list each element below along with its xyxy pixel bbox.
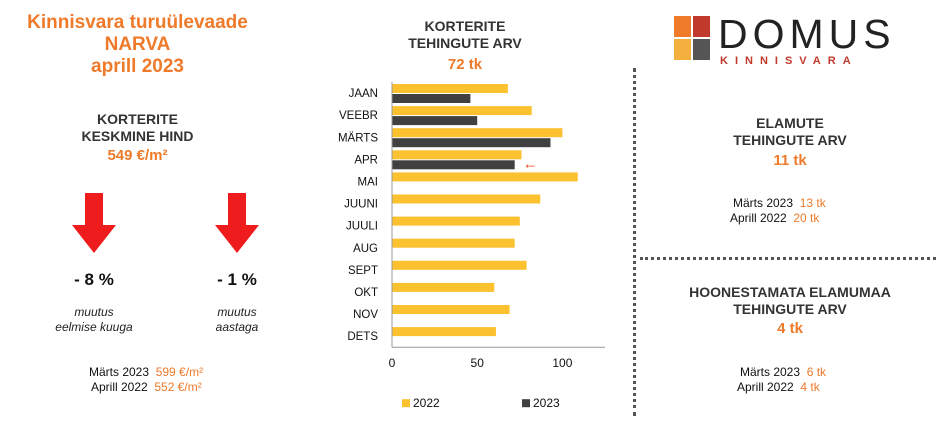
- price-cmp1-label: Märts 2023: [89, 365, 150, 379]
- bar-2023-veebr: [392, 116, 478, 126]
- land-cmp-row: Märts 2023 6 tk: [737, 365, 897, 380]
- category-label: MAI: [358, 176, 378, 188]
- land-cmp2-label: Aprill 2022: [737, 380, 794, 394]
- report-title: Kinnisvara turuülevaade NARVA aprill 202…: [10, 12, 265, 78]
- price-cmp-row: Aprill 2022 552 €/m²: [60, 380, 240, 395]
- bar-2022-jaan: [392, 84, 508, 93]
- land-cmp2-value: 4 tk: [800, 380, 820, 394]
- land-comparison: Märts 2023 6 tk Aprill 2022 4 tk: [737, 365, 897, 395]
- houses-heading-line2: TEHINGUTE ARV: [733, 132, 847, 148]
- land-heading: HOONESTAMATA ELAMUMAA TEHINGUTE ARV: [655, 284, 925, 318]
- category-label: NOV: [353, 309, 378, 321]
- bar-2022-nov: [392, 305, 510, 314]
- yearly-change-label: muutus aastaga: [187, 305, 287, 335]
- down-arrow-icon: [215, 193, 259, 253]
- legend-label-2022: 2022: [413, 396, 440, 410]
- category-label: APR: [354, 154, 378, 166]
- monthly-change: - 8 %: [74, 270, 114, 289]
- land-cmp1-value: 6 tk: [806, 365, 827, 379]
- price-cmp-row: Märts 2023 599 €/m²: [60, 365, 240, 380]
- down-arrow-icon: [72, 193, 116, 253]
- legend-swatch-2023: [522, 399, 530, 408]
- bar-2022-aug: [392, 238, 515, 248]
- houses-cmp1-value: 13 tk: [799, 196, 826, 210]
- x-tick-label: 0: [389, 356, 396, 370]
- price-heading: KORTERITE KESKMINE HIND: [60, 111, 215, 145]
- houses-cmp-row: Aprill 2022 20 tk: [730, 211, 890, 226]
- land-value: 4 tk: [777, 320, 803, 337]
- bar-2023-jaan: [392, 94, 471, 103]
- houses-comparison: Märts 2023 13 tk Aprill 2022 20 tk: [730, 196, 890, 226]
- horizontal-divider: [640, 257, 936, 260]
- logo-mark-icon: [674, 16, 710, 60]
- bar-2022-okt: [392, 282, 495, 292]
- price-comparison: Märts 2023 599 €/m² Aprill 2022 552 €/m²: [60, 365, 240, 395]
- land-cmp-row: Aprill 2022 4 tk: [737, 380, 897, 395]
- houses-value: 11 tk: [773, 152, 807, 169]
- price-cmp2-value: 552 €/m²: [154, 380, 202, 394]
- price-heading-line2: KESKMINE HIND: [81, 128, 194, 144]
- bar-2022-juuni: [392, 194, 541, 204]
- chart-heading-line2: TEHINGUTE ARV: [408, 35, 522, 51]
- x-tick-label: 50: [471, 356, 485, 370]
- houses-cmp2-label: Aprill 2022: [730, 211, 787, 225]
- category-label: OKT: [354, 287, 378, 299]
- chart-heading: KORTERITE TEHINGUTE ARV: [385, 18, 545, 52]
- chart-heading-line1: KORTERITE: [424, 18, 506, 34]
- domus-logo: DOMUS KINNISVARA: [674, 14, 924, 69]
- bar-2022-sept: [392, 260, 527, 270]
- category-label: JUULI: [346, 221, 378, 233]
- yearly-change: - 1 %: [217, 270, 257, 289]
- bar-2022-apr: [392, 150, 522, 160]
- bar-2023-märts: [392, 138, 551, 148]
- houses-heading-line1: ELAMUTE: [756, 115, 824, 131]
- apartment-transactions-chart: JAAN VEEBR MÄRTS APR ← MAI JUUNI JUULI AUG SEPT OK…: [338, 82, 605, 410]
- price-cmp1-value: 599 €/m²: [155, 365, 204, 379]
- bar-2022-mai: [392, 172, 578, 182]
- bar-2022-veebr: [392, 106, 532, 116]
- category-label: JUUNI: [344, 199, 378, 211]
- annotation-arrow-icon: ←: [523, 155, 538, 172]
- yearly-label-line2: aastaga: [215, 320, 259, 334]
- vertical-divider: [633, 68, 636, 416]
- bar-2022-juuli: [392, 216, 520, 226]
- houses-heading: ELAMUTE TEHINGUTE ARV: [670, 115, 910, 149]
- price-value: 549 €/m²: [107, 147, 168, 164]
- houses-cmp-row: Märts 2023 13 tk: [730, 196, 890, 211]
- category-label: SEPT: [348, 265, 378, 277]
- category-label: AUG: [353, 243, 378, 255]
- land-heading-line2: TEHINGUTE ARV: [733, 301, 847, 317]
- bar-2022-märts: [392, 128, 563, 138]
- report-title-line2: NARVA: [104, 34, 171, 55]
- monthly-label-line1: muutus: [74, 305, 114, 319]
- bar-2022-dets: [392, 327, 496, 337]
- report-title-line3: aprill 2023: [91, 56, 184, 77]
- logo-subtitle: KINNISVARA: [720, 55, 858, 67]
- category-label: DETS: [347, 331, 378, 343]
- houses-cmp1-label: Märts 2023: [733, 196, 794, 210]
- category-label: MÄRTS: [338, 132, 378, 144]
- chart-total-value: 72 tk: [447, 56, 483, 73]
- price-cmp2-label: Aprill 2022: [91, 380, 148, 394]
- yearly-label-line1: muutus: [217, 305, 257, 319]
- legend-swatch-2022: [402, 399, 410, 408]
- land-heading-line1: HOONESTAMATA ELAMUMAA: [689, 284, 891, 300]
- logo-name: DOMUS: [718, 11, 896, 57]
- land-cmp1-label: Märts 2023: [740, 365, 801, 379]
- bar-2023-apr: [392, 160, 515, 170]
- monthly-change-label: muutus eelmise kuuga: [44, 305, 144, 335]
- price-heading-line1: KORTERITE: [97, 111, 178, 127]
- category-label: JAAN: [349, 88, 378, 100]
- houses-cmp2-value: 20 tk: [793, 211, 820, 225]
- legend-label-2023: 2023: [533, 396, 560, 410]
- report-title-line1: Kinnisvara turuülevaade: [27, 12, 248, 33]
- monthly-label-line2: eelmise kuuga: [55, 320, 133, 334]
- x-tick-label: 100: [552, 356, 572, 370]
- category-label: VEEBR: [339, 110, 378, 122]
